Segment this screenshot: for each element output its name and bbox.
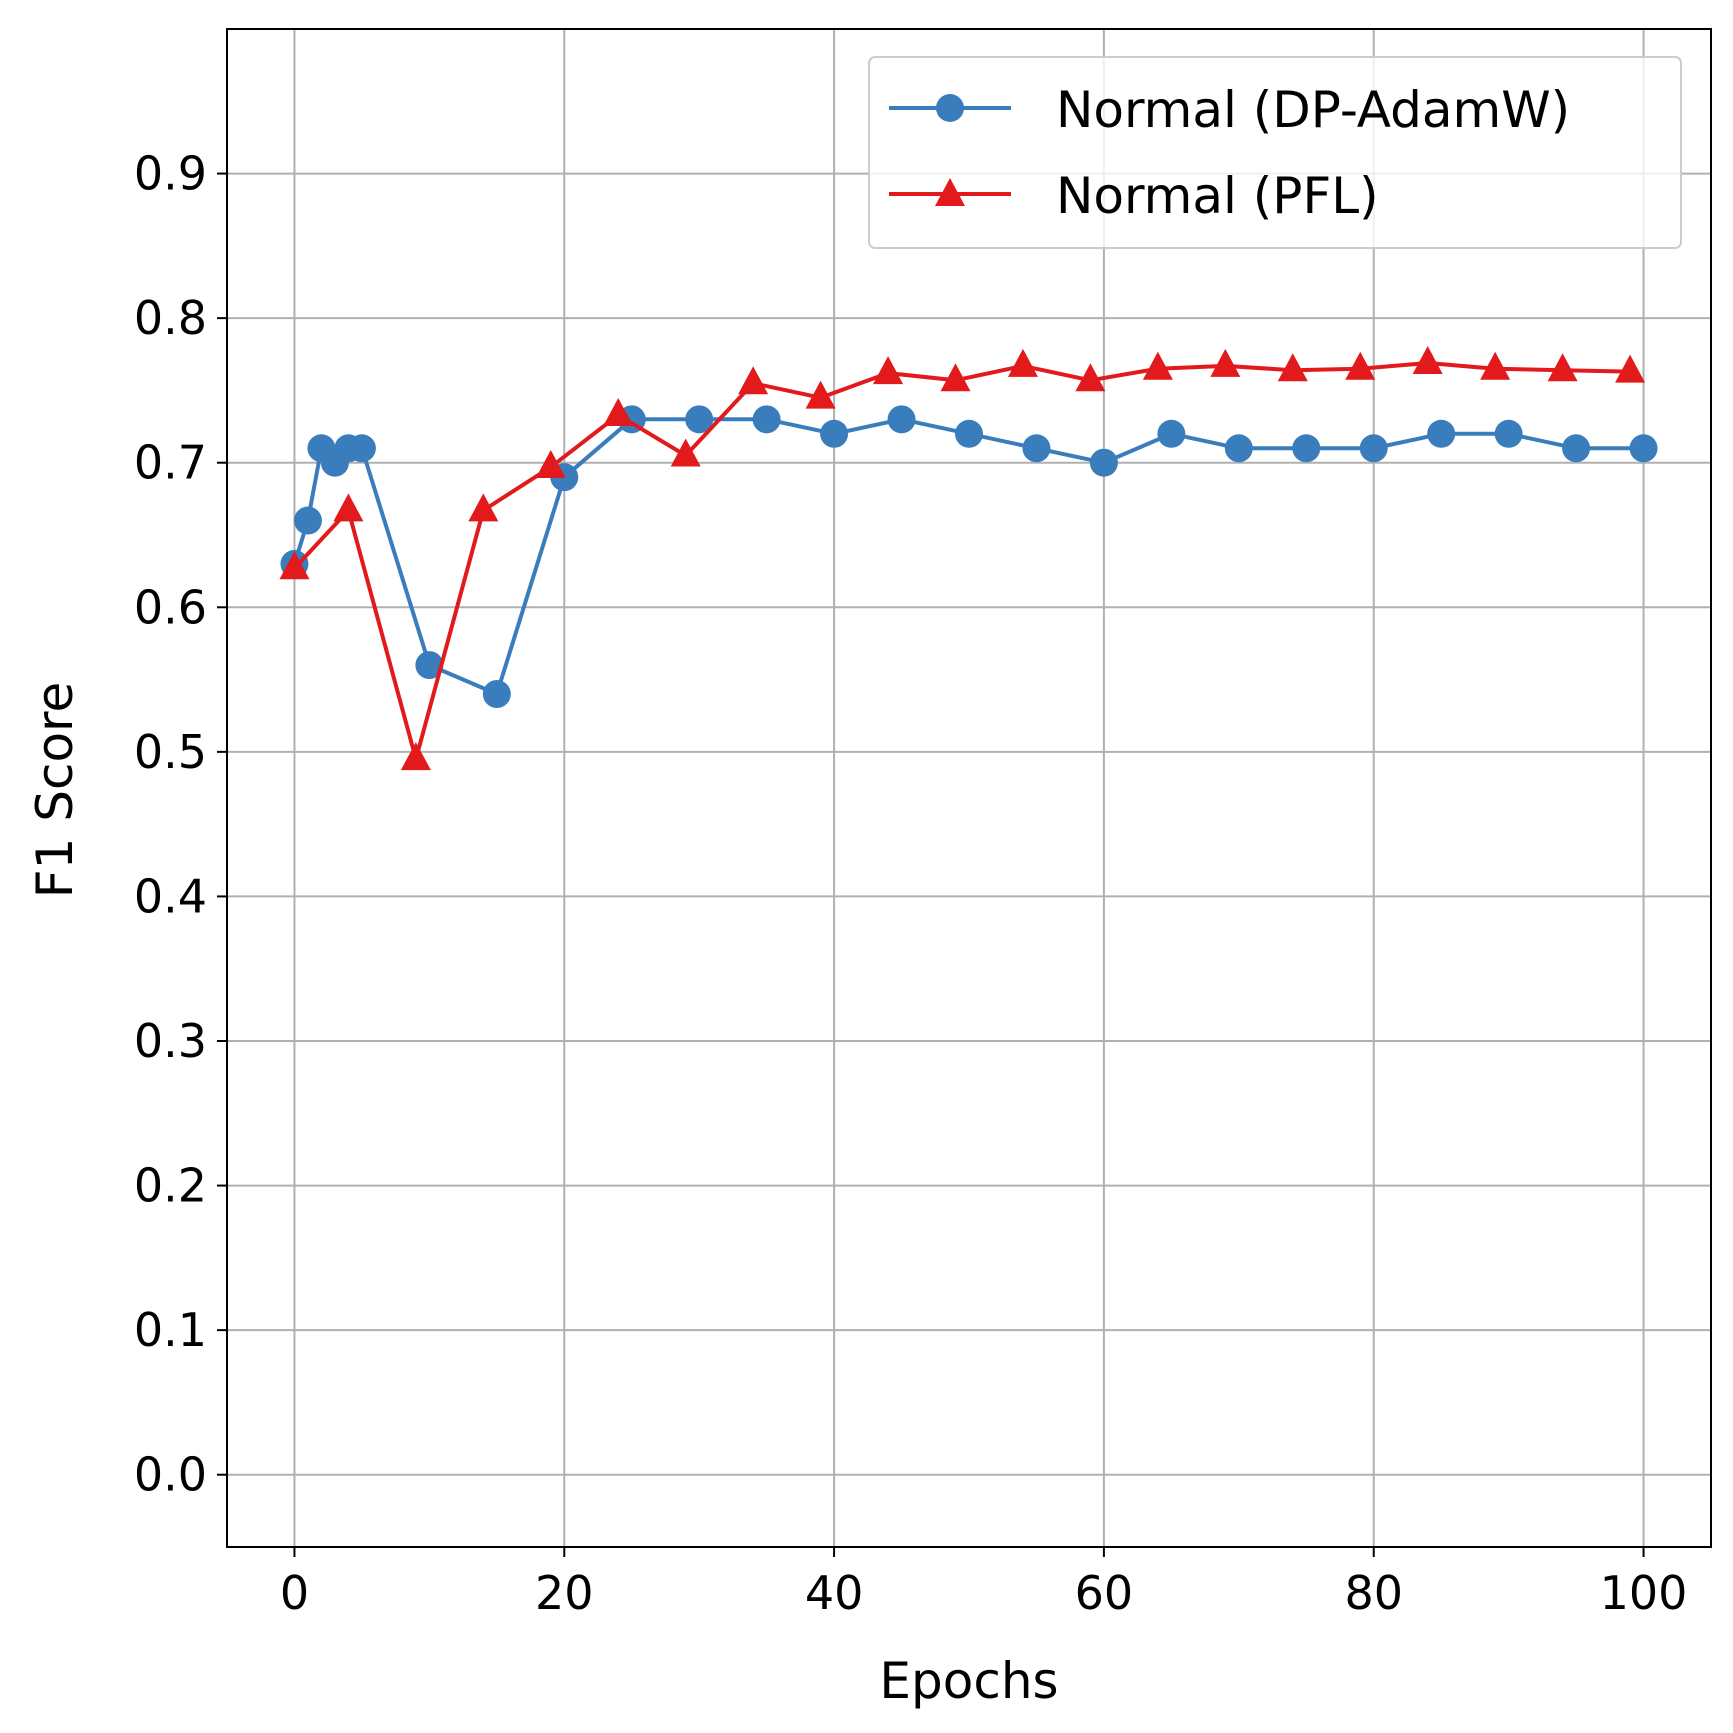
data-point-circle	[1089, 448, 1118, 477]
plot-series	[279, 345, 1658, 771]
data-point-triangle	[468, 493, 499, 522]
legend-marker-circle-icon	[936, 94, 964, 122]
data-point-triangle	[603, 398, 634, 427]
data-point-triangle	[535, 450, 566, 479]
data-point-triangle	[873, 356, 904, 385]
data-point-triangle	[333, 493, 364, 522]
data-point-circle	[1292, 434, 1321, 463]
y-tick-label: 0.5	[134, 725, 207, 779]
x-tick-label: 20	[535, 1566, 594, 1620]
data-point-circle	[1359, 434, 1388, 463]
y-axis-label: F1 Score	[26, 682, 84, 899]
data-point-triangle	[940, 363, 971, 392]
data-point-triangle	[1142, 351, 1173, 380]
x-tick-label: 60	[1075, 1566, 1134, 1620]
data-point-triangle	[805, 380, 836, 409]
y-tick-label: 0.7	[134, 436, 207, 490]
data-point-triangle	[400, 742, 431, 771]
data-point-triangle	[279, 551, 310, 580]
data-point-circle	[293, 506, 322, 535]
y-tick-label: 0.8	[134, 291, 207, 345]
legend: Normal (DP-AdamW) Normal (PFL)	[868, 56, 1682, 249]
data-point-triangle	[1007, 348, 1038, 377]
x-tick-label: 100	[1600, 1566, 1688, 1620]
data-point-triangle	[1345, 351, 1376, 380]
grid	[227, 29, 1711, 1547]
y-tick-label: 0.4	[134, 869, 207, 923]
y-tick-label: 0.0	[134, 1448, 207, 1502]
data-point-triangle	[1480, 351, 1511, 380]
y-tick-label: 0.1	[134, 1303, 207, 1357]
data-point-triangle	[1412, 345, 1443, 374]
axis-ticks: 0 20 40 60 80 100 0.0 0.1 0.2 0.3 0.4 0.5 0.6 0.7 0.8 0…	[134, 147, 1688, 1620]
data-point-circle	[1629, 434, 1658, 463]
plot-frame	[226, 28, 1712, 1548]
data-point-circle	[1157, 419, 1186, 448]
data-point-triangle	[1277, 353, 1308, 382]
legend-label-pfl: Normal (PFL)	[1056, 167, 1379, 225]
data-point-circle	[347, 434, 376, 463]
y-tick-label: 0.3	[134, 1014, 207, 1068]
legend-frame	[868, 56, 1682, 249]
data-point-circle	[415, 651, 444, 680]
data-point-circle	[955, 419, 983, 448]
data-point-circle	[482, 680, 511, 709]
data-point-triangle	[670, 438, 701, 467]
data-point-circle	[1224, 434, 1253, 463]
x-tick-label: 80	[1344, 1566, 1403, 1620]
data-point-circle	[1562, 434, 1591, 463]
y-tick-label: 0.2	[134, 1159, 207, 1213]
data-point-triangle	[1075, 363, 1106, 392]
legend-label-dp-adamw: Normal (DP-AdamW)	[1056, 81, 1570, 139]
y-tick-label: 0.9	[134, 147, 207, 201]
data-point-circle	[1494, 419, 1523, 448]
x-axis-label: Epochs	[879, 1652, 1058, 1710]
data-point-triangle	[1210, 348, 1241, 377]
data-point-triangle	[1615, 354, 1646, 383]
legend-marker-triangle-icon	[935, 178, 965, 206]
data-point-circle	[1427, 419, 1456, 448]
x-tick-label: 40	[805, 1566, 864, 1620]
y-tick-label: 0.6	[134, 580, 207, 634]
data-point-triangle	[738, 366, 769, 395]
data-point-circle	[685, 405, 714, 434]
data-point-triangle	[1547, 353, 1578, 382]
data-point-circle	[820, 419, 849, 448]
data-point-circle	[752, 405, 781, 434]
data-point-circle	[1022, 434, 1051, 463]
data-point-circle	[887, 405, 916, 434]
x-tick-label: 0	[280, 1566, 309, 1620]
